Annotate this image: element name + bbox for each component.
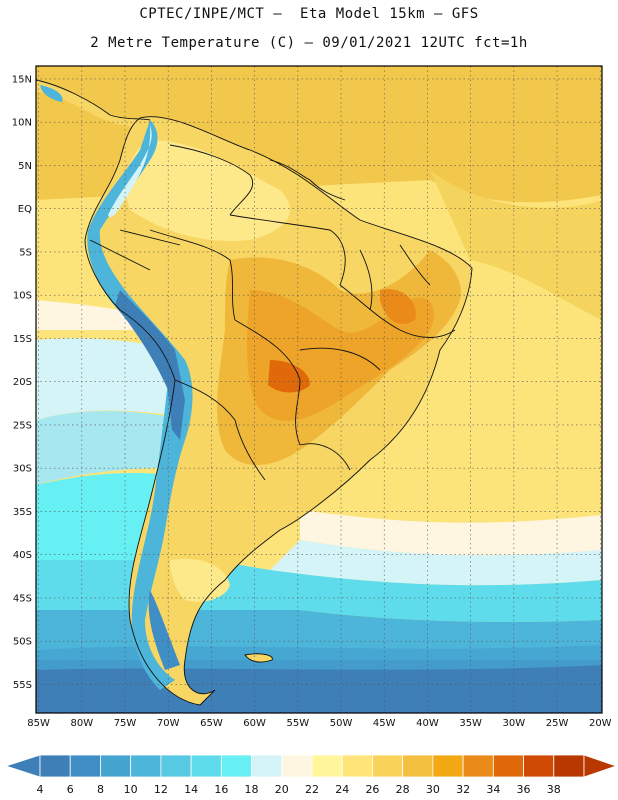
lat-tick-label: 40S <box>13 550 32 561</box>
colorbar-tick-label: 4 <box>37 783 44 796</box>
lon-tick-label: 75W <box>114 718 137 729</box>
colorbar-tick-label: 20 <box>275 783 289 796</box>
colorbar-swatch <box>251 754 283 778</box>
lon-tick-label: 55W <box>287 718 310 729</box>
colorbar-swatch <box>220 754 252 778</box>
colorbar-swatch <box>341 754 373 778</box>
lon-tick-label: 20W <box>589 718 612 729</box>
lat-tick-label: 50S <box>13 637 32 648</box>
colorbar-tick-label: 12 <box>154 783 168 796</box>
colorbar-swatch <box>311 754 343 778</box>
colorbar-swatch <box>462 754 494 778</box>
lat-tick-label: 25S <box>13 420 32 431</box>
lat-tick-label: 15N <box>12 74 32 85</box>
colorbar: 4 6 8 10 12 14 16 18 20 22 24 26 28 30 32 34 36 38 <box>4 754 618 796</box>
south-america-landmass <box>36 80 472 705</box>
lat-tick-label: 55S <box>13 680 32 691</box>
lon-tick-label: 50W <box>330 718 353 729</box>
colorbar-tick-label: 18 <box>245 783 259 796</box>
plot-frame <box>35 65 603 714</box>
colorbar-tick-label: 28 <box>396 783 410 796</box>
colorbar-swatch <box>553 754 585 778</box>
lon-tick-label: 25W <box>546 718 569 729</box>
lat-tick-label: 5S <box>19 247 32 258</box>
lon-tick-label: 80W <box>70 718 93 729</box>
lon-tick-label: 45W <box>373 718 396 729</box>
colorbar-arrow-min <box>4 754 41 778</box>
colorbar-swatch <box>190 754 222 778</box>
lat-tick-label: 15S <box>13 334 32 345</box>
colorbar-tick-label: 34 <box>486 783 500 796</box>
lat-tick-label: 10N <box>12 118 32 129</box>
lon-tick-label: 40W <box>416 718 439 729</box>
colorbar-tick-label: 22 <box>305 783 319 796</box>
colorbar-swatch <box>402 754 434 778</box>
lon-tick-label: 85W <box>27 718 50 729</box>
country-borders <box>36 79 473 706</box>
longitude-labels: 85W 80W 75W 70W 65W 60W 55W 50W 45W 40W 35W 30W 25W 2… <box>27 718 611 729</box>
lat-tick-label: 30S <box>13 464 32 475</box>
colorbar-tick-label: 14 <box>184 783 198 796</box>
colorbar-tick-label: 10 <box>124 783 138 796</box>
lat-tick-label: 45S <box>13 593 32 604</box>
lat-tick-label: 35S <box>13 507 32 518</box>
lon-tick-label: 65W <box>200 718 223 729</box>
colorbar-tick-label: 8 <box>97 783 104 796</box>
chart-title-line2: 2 Metre Temperature (C) – 09/01/2021 12U… <box>90 35 528 51</box>
lon-tick-label: 60W <box>243 718 266 729</box>
colorbar-swatch <box>372 754 404 778</box>
colorbar-arrow-max <box>583 754 618 778</box>
lat-tick-label: 10S <box>13 291 32 302</box>
colorbar-tick-label: 24 <box>335 783 349 796</box>
latitude-labels: 15N 10N 5N EQ 5S 10S 15S 20S 25S 30S 35S 40S 45S 50S 5… <box>12 74 32 690</box>
lon-tick-label: 70W <box>157 718 180 729</box>
lon-tick-label: 30W <box>503 718 526 729</box>
colorbar-tick-label: 32 <box>456 783 470 796</box>
colorbar-swatch <box>523 754 555 778</box>
colorbar-swatch <box>281 754 313 778</box>
lat-tick-label: EQ <box>18 204 32 215</box>
colorbar-swatch <box>160 754 192 778</box>
colorbar-tick-label: 16 <box>214 783 228 796</box>
colorbar-swatch <box>492 754 524 778</box>
colorbar-tick-label: 30 <box>426 783 440 796</box>
colorbar-swatch <box>39 754 71 778</box>
colorbar-tick-label: 6 <box>67 783 74 796</box>
colorbar-swatch <box>130 754 162 778</box>
colorbar-swatch <box>69 754 101 778</box>
chart-title-line1: CPTEC/INPE/MCT – Eta Model 15km – GFS <box>139 6 479 22</box>
lon-tick-label: 35W <box>459 718 482 729</box>
colorbar-swatch <box>432 754 464 778</box>
colorbar-swatch <box>100 754 132 778</box>
colorbar-tick-label: 26 <box>365 783 379 796</box>
colorbar-tick-label: 36 <box>517 783 531 796</box>
lat-tick-label: 20S <box>13 377 32 388</box>
lat-tick-label: 5N <box>18 161 32 172</box>
colorbar-tick-label: 38 <box>547 783 561 796</box>
